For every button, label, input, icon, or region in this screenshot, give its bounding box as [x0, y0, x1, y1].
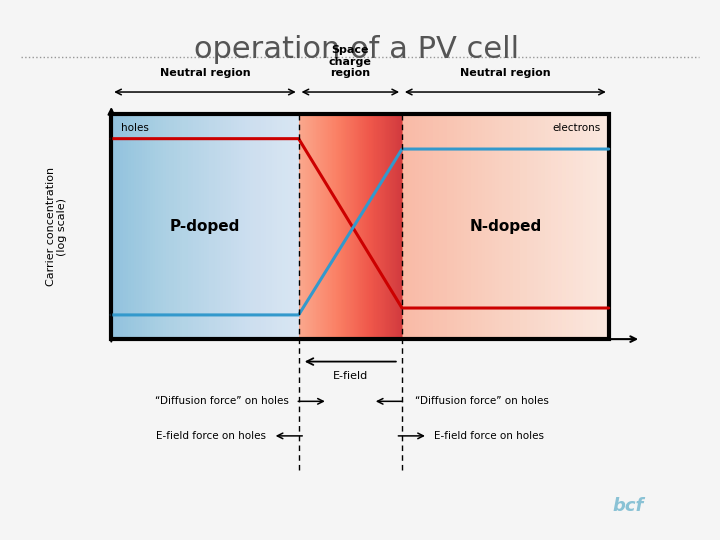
Text: E-field force on holes: E-field force on holes [156, 431, 266, 441]
Text: “Diffusion force” on holes: “Diffusion force” on holes [155, 396, 289, 406]
Text: N-doped: N-doped [469, 219, 541, 234]
Text: Carrier concentration
(log scale): Carrier concentration (log scale) [45, 167, 67, 286]
Text: E-field: E-field [333, 372, 368, 381]
Text: operation of a PV cell: operation of a PV cell [194, 35, 519, 64]
Text: “Diffusion force” on holes: “Diffusion force” on holes [415, 396, 549, 406]
Text: P-doped: P-doped [170, 219, 240, 234]
Bar [112, 114, 608, 339]
Text: Space
charge
region: Space charge region [329, 45, 372, 78]
Text: electrons: electrons [553, 123, 601, 133]
Text: Neutral region: Neutral region [460, 68, 551, 78]
Text: holes: holes [121, 123, 149, 133]
Text: bcf: bcf [613, 497, 644, 515]
Text: Neutral region: Neutral region [160, 68, 251, 78]
Text: E-field force on holes: E-field force on holes [434, 431, 544, 441]
